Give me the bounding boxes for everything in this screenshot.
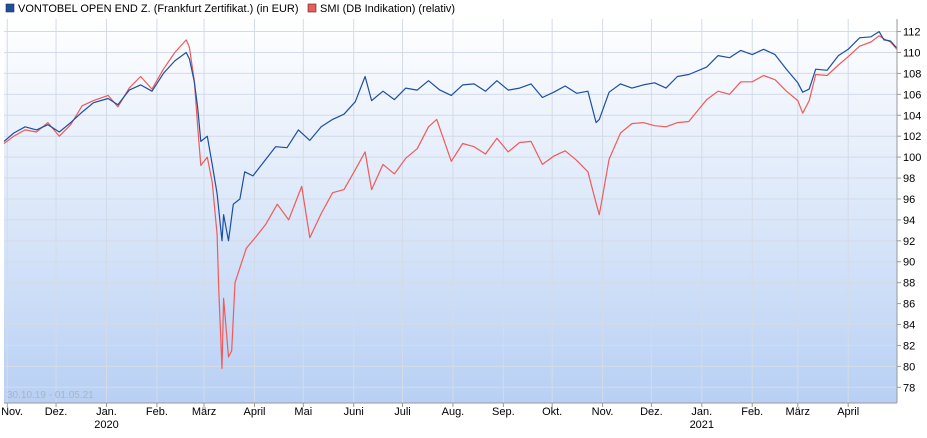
y-tick-label: 78 <box>903 382 915 394</box>
plot-area-background <box>4 19 897 403</box>
y-axis-ticks: 78 80 82 84 86 88 90 92 94 96 98 100 102 104 106 108 110… <box>897 27 921 394</box>
legend: VONTOBEL OPEN END Z. (Frankfurt Zertifik… <box>5 3 455 15</box>
x-tick-label: Dez. <box>640 406 663 418</box>
x-tick-label: März <box>786 406 810 418</box>
smi-series-line <box>3 35 898 370</box>
x-tick-label: Feb. <box>741 406 763 418</box>
y-tick-label: 90 <box>903 257 915 269</box>
x-tick-label: April <box>243 406 265 418</box>
x-tick-label: Nov. <box>592 406 614 418</box>
legend-label: VONTOBEL OPEN END Z. (Frankfurt Zertifik… <box>18 3 299 15</box>
y-tick-label: 104 <box>903 110 921 122</box>
y-tick-label: 88 <box>903 278 915 290</box>
vontobel-series-line <box>3 31 898 242</box>
x-tick-label: April <box>837 406 859 418</box>
legend-swatch <box>307 3 317 13</box>
x-tick-label: Juli <box>394 406 411 418</box>
y-tick-label: 110 <box>903 47 921 59</box>
y-tick-label: 102 <box>903 131 921 143</box>
y-tick-label: 96 <box>903 194 915 206</box>
y-tick-label: 86 <box>903 299 915 311</box>
y-tick-label: 112 <box>903 27 921 39</box>
x-tick-label: Jan. <box>691 406 712 418</box>
x-tick-label: Jan. <box>96 406 117 418</box>
x-tick-label: März <box>192 406 216 418</box>
x-tick-label: Nov. <box>1 406 23 418</box>
y-tick-label: 106 <box>903 89 921 101</box>
y-tick-label: 82 <box>903 340 915 352</box>
y-tick-label: 94 <box>903 215 915 227</box>
grid <box>4 19 897 403</box>
legend-label: SMI (DB Indikation) (relativ) <box>320 3 455 15</box>
legend-swatch <box>5 3 15 13</box>
x-tick-label: Mai <box>294 406 312 418</box>
x-tick-year-label: 2021 <box>690 419 714 431</box>
y-tick-label: 92 <box>903 236 915 248</box>
y-tick-label: 108 <box>903 68 921 80</box>
series-layer <box>3 31 898 370</box>
y-tick-label: 84 <box>903 320 915 332</box>
y-tick-label: 80 <box>903 361 915 373</box>
x-tick-label: Aug. <box>442 406 465 418</box>
x-tick-year-label: 2020 <box>94 419 118 431</box>
x-tick-label: Dez. <box>45 406 68 418</box>
x-tick-label: Feb. <box>146 406 168 418</box>
x-tick-label: Sep. <box>492 406 515 418</box>
x-tick-label: Okt. <box>542 406 562 418</box>
y-tick-label: 98 <box>903 173 915 185</box>
y-tick-label: 100 <box>903 152 921 164</box>
x-tick-label: Juni <box>344 406 364 418</box>
date-range-label: 30.10.19 - 01.05.21 <box>7 390 94 401</box>
